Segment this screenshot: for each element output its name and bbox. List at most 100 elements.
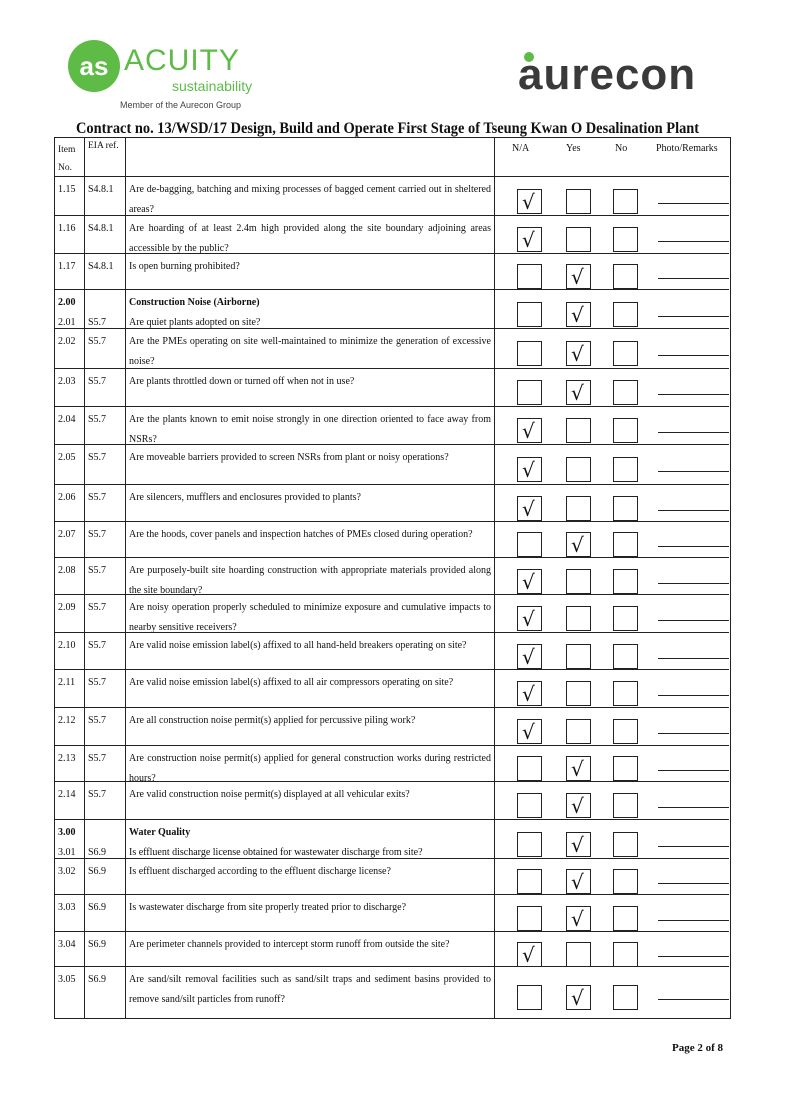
checkbox-no[interactable] <box>613 719 638 744</box>
checkbox-na[interactable]: √ <box>517 495 542 521</box>
checkbox-no[interactable] <box>613 457 638 482</box>
checkbox-na[interactable]: √ <box>517 681 542 706</box>
checkbox-na[interactable] <box>517 905 542 931</box>
checkbox-yes[interactable]: √ <box>566 831 591 857</box>
eia-ref-text: S4.8.1 <box>88 261 114 272</box>
checkbox-yes[interactable] <box>566 495 591 521</box>
checkbox-yes[interactable] <box>566 681 591 706</box>
checkbox-na[interactable] <box>517 869 542 894</box>
checkbox-na[interactable] <box>517 341 542 366</box>
checkbox-no[interactable] <box>613 568 638 594</box>
checkbox-yes[interactable]: √ <box>566 905 591 931</box>
remarks-field[interactable] <box>658 955 729 957</box>
remarks-field[interactable] <box>658 657 729 659</box>
checkbox-na[interactable] <box>517 264 542 289</box>
remarks-field[interactable] <box>658 620 729 621</box>
checkbox-yes[interactable]: √ <box>566 793 591 818</box>
remarks-field[interactable] <box>658 845 729 847</box>
checkbox-no[interactable] <box>613 227 638 252</box>
checkbox-no[interactable] <box>613 941 638 967</box>
checkbox-yes[interactable]: √ <box>566 264 591 289</box>
checkbox-no[interactable] <box>613 341 638 366</box>
checkbox-no[interactable] <box>613 869 638 894</box>
checkbox-yes[interactable] <box>566 568 591 594</box>
page-number: Page 2 of 8 <box>672 1042 724 1054</box>
remarks-field[interactable] <box>658 509 729 511</box>
checkbox-yes[interactable] <box>566 188 591 214</box>
checkbox-no[interactable] <box>613 380 638 405</box>
checkbox-yes[interactable] <box>566 719 591 744</box>
header-na: N/A <box>512 143 530 154</box>
remarks-field[interactable] <box>658 546 729 547</box>
table-row: 2.10 S5.7 Are valid noise emission label(s… <box>55 632 729 669</box>
remarks-field[interactable] <box>658 733 729 734</box>
checkbox-na[interactable] <box>517 831 542 857</box>
checkbox-no[interactable] <box>613 264 638 289</box>
checkbox-no[interactable] <box>613 793 638 818</box>
checkbox-yes[interactable]: √ <box>566 985 591 1010</box>
remarks-field[interactable] <box>658 241 729 242</box>
checkbox-yes[interactable]: √ <box>566 869 591 894</box>
checkbox-no[interactable] <box>613 532 638 557</box>
checkbox-no[interactable] <box>613 985 638 1010</box>
checkbox-na[interactable] <box>517 756 542 781</box>
checkbox-na[interactable]: √ <box>517 643 542 669</box>
checkbox-yes[interactable]: √ <box>566 380 591 405</box>
checkbox-na[interactable] <box>517 985 542 1010</box>
remarks-field[interactable] <box>658 471 729 472</box>
checkbox-yes[interactable] <box>566 606 591 631</box>
checkbox-no[interactable] <box>613 606 638 631</box>
remarks-field[interactable] <box>658 770 729 771</box>
checkbox-na[interactable] <box>517 380 542 405</box>
checkbox-no[interactable] <box>613 495 638 521</box>
remarks-field[interactable] <box>658 807 729 808</box>
eia-ref: S5.7 <box>85 485 126 521</box>
checkbox-na[interactable] <box>517 301 542 327</box>
checkbox-no[interactable] <box>613 418 638 443</box>
remarks-field[interactable] <box>658 695 729 696</box>
checkbox-yes[interactable] <box>566 457 591 482</box>
checkbox-na[interactable]: √ <box>517 606 542 631</box>
checkbox-na[interactable]: √ <box>517 719 542 744</box>
remarks-field[interactable] <box>658 315 729 317</box>
checkbox-na[interactable] <box>517 532 542 557</box>
remarks-field[interactable] <box>658 202 729 204</box>
checkbox-no[interactable] <box>613 905 638 931</box>
remarks-field[interactable] <box>658 432 729 433</box>
checkbox-na[interactable]: √ <box>517 188 542 214</box>
question-text: Are valid noise emission label(s) affixe… <box>129 640 467 651</box>
checkbox-yes[interactable] <box>566 227 591 252</box>
remarks-field[interactable] <box>658 999 729 1000</box>
checkbox-no[interactable] <box>613 681 638 706</box>
checkbox-yes[interactable] <box>566 643 591 669</box>
checkbox-yes[interactable]: √ <box>566 532 591 557</box>
checkbox-na[interactable]: √ <box>517 568 542 594</box>
remarks-field[interactable] <box>658 582 729 584</box>
eia-ref: S4.8.1 <box>85 216 126 253</box>
checkbox-no[interactable] <box>613 301 638 327</box>
header-item-no: Item No. <box>55 138 85 176</box>
question: Are noisy operation properly scheduled t… <box>126 595 495 633</box>
remarks-field[interactable] <box>658 394 729 395</box>
checkbox-na[interactable] <box>517 793 542 818</box>
eia-ref-text: S5.7 <box>88 529 107 540</box>
checkbox-yes[interactable] <box>566 418 591 443</box>
checkbox-na[interactable]: √ <box>517 941 542 967</box>
remarks-field[interactable] <box>658 919 729 921</box>
checkbox-no[interactable] <box>613 831 638 857</box>
checkbox-yes[interactable]: √ <box>566 341 591 366</box>
remarks-field[interactable] <box>658 278 729 279</box>
checkbox-na[interactable]: √ <box>517 457 542 482</box>
remarks-field[interactable] <box>658 355 729 356</box>
acuity-logo: as ACUITY sustainability Member of the A… <box>68 40 268 115</box>
checkbox-na[interactable]: √ <box>517 418 542 443</box>
checkbox-yes[interactable]: √ <box>566 301 591 327</box>
checkbox-na[interactable]: √ <box>517 227 542 252</box>
checkbox-yes[interactable]: √ <box>566 756 591 781</box>
checkbox-no[interactable] <box>613 643 638 669</box>
checkbox-no[interactable] <box>613 756 638 781</box>
checkbox-yes[interactable] <box>566 941 591 967</box>
table-row: 2.05 S5.7 Are moveable barriers provided t… <box>55 444 729 484</box>
checkbox-no[interactable] <box>613 188 638 214</box>
remarks-field[interactable] <box>658 883 729 884</box>
